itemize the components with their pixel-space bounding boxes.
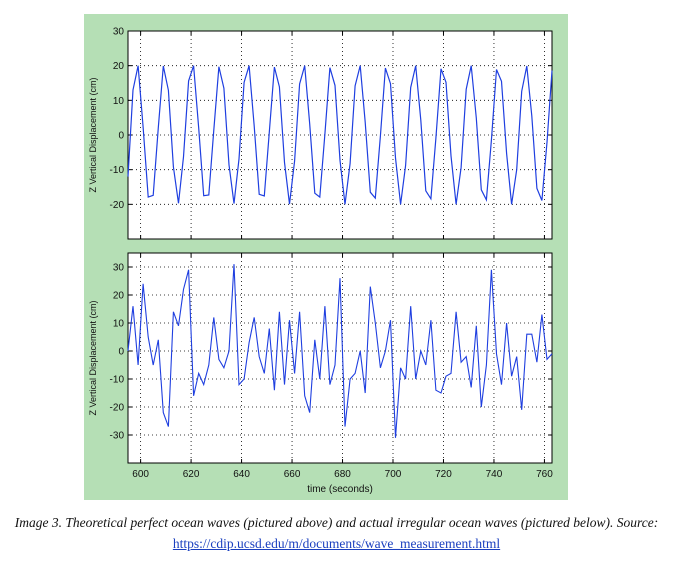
- top-chart-y-tick-label: -10: [110, 165, 125, 176]
- wave-figure: -20 -10 0 10 20 30 Z Vertical Displacement (c…: [84, 14, 568, 500]
- top-chart-y-tick-label: -20: [110, 200, 125, 211]
- caption-text: Image 3. Theoretical perfect ocean waves…: [14, 515, 659, 530]
- top-chart-panel: -20 -10 0 10 20 30 Z Vertical Displacement (c…: [88, 27, 553, 240]
- top-chart-y-tick-label: 10: [113, 96, 125, 107]
- bottom-chart-y-tick-label: 30: [113, 263, 125, 274]
- bottom-chart-series-line: [127, 264, 553, 438]
- bottom-chart-x-tick-label: 600: [132, 469, 149, 480]
- bottom-chart-x-tick-label: 640: [233, 469, 250, 480]
- top-chart-y-tick-label: 20: [113, 61, 125, 72]
- bottom-chart-x-tick-label: 700: [385, 469, 402, 480]
- top-chart-series-line: [127, 65, 553, 205]
- bottom-chart-y-tick-label: 20: [113, 291, 125, 302]
- bottom-chart-y-axis-label: Z Vertical Displacement (cm): [88, 300, 98, 415]
- top-chart-y-ticks: -20 -10 0 10 20 30: [110, 27, 552, 211]
- bottom-chart-y-tick-label: -20: [110, 403, 125, 414]
- top-chart-y-axis-label: Z Vertical Displacement (cm): [88, 77, 98, 192]
- top-chart-grid: [128, 30, 552, 239]
- top-chart-y-tick-label: 30: [113, 27, 125, 38]
- top-chart-x-ticks: [140, 31, 545, 239]
- bottom-chart-x-tick-label: 680: [334, 469, 351, 480]
- bottom-chart-x-tick-label: 620: [183, 469, 200, 480]
- bottom-chart-x-tick-label: 720: [435, 469, 452, 480]
- bottom-chart-x-tick-label: 660: [284, 469, 301, 480]
- bottom-chart-x-axis-label: time (seconds): [307, 484, 373, 495]
- bottom-chart-x-tick-label: 760: [536, 469, 553, 480]
- source-link[interactable]: https://cdip.ucsd.edu/m/documents/wave_m…: [172, 536, 501, 551]
- bottom-chart-y-tick-label: -10: [110, 375, 125, 386]
- bottom-chart-y-tick-label: 10: [113, 319, 125, 330]
- bottom-chart-y-tick-label: -30: [110, 431, 125, 442]
- bottom-chart-grid: [128, 253, 552, 463]
- bottom-chart-y-ticks: -30 -20 -10 0 10 20 30: [110, 263, 552, 442]
- bottom-chart-y-tick-label: 0: [118, 347, 124, 358]
- top-chart-y-tick-label: 0: [118, 131, 124, 142]
- bottom-chart-x-tick-label: 740: [486, 469, 503, 480]
- bottom-chart-panel: -30 -20 -10 0 10 20 30 600 620 640 660 680 700 720 74…: [88, 252, 553, 495]
- bottom-chart-x-ticks: 600 620 640 660 680 700 720 740 760: [132, 253, 553, 480]
- figure-caption: Image 3. Theoretical perfect ocean waves…: [0, 512, 673, 554]
